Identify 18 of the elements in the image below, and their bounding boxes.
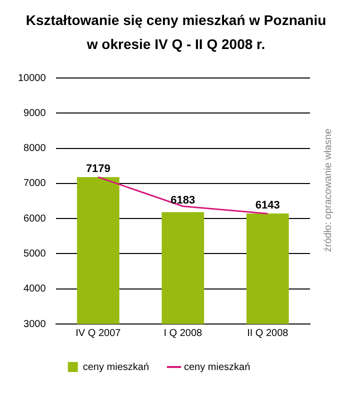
text: źródło: opracowanie własne bbox=[323, 128, 334, 252]
data-label: 7179 bbox=[86, 163, 110, 176]
x-tick-label: I Q 2008 bbox=[164, 328, 203, 339]
legend-label: ceny mieszkań bbox=[82, 362, 150, 373]
x-tick-label: IV Q 2007 bbox=[76, 328, 122, 339]
data-label: 6183 bbox=[170, 194, 196, 206]
chart-title: Kształtowanie się ceny mieszkań w Poznaniu w okresie IV Q - II Q 2008 r. bbox=[24, 11, 328, 54]
y-tick-label: 9000 bbox=[24, 108, 46, 119]
legend-label: ceny mieszkań bbox=[184, 362, 250, 373]
y-tick-label: 6000 bbox=[24, 213, 46, 224]
y-tick-label: 5000 bbox=[24, 248, 46, 260]
y-tick-label: 7000 bbox=[24, 178, 46, 190]
y-tick-label: 4000 bbox=[24, 284, 46, 295]
y-tick-label: 10000 bbox=[18, 72, 46, 84]
y-tick-label: 3000 bbox=[24, 318, 46, 330]
data-label: 6143 bbox=[255, 200, 280, 212]
x-tick-label: II Q 2008 bbox=[247, 328, 289, 339]
y-tick-label: 8000 bbox=[24, 143, 46, 154]
